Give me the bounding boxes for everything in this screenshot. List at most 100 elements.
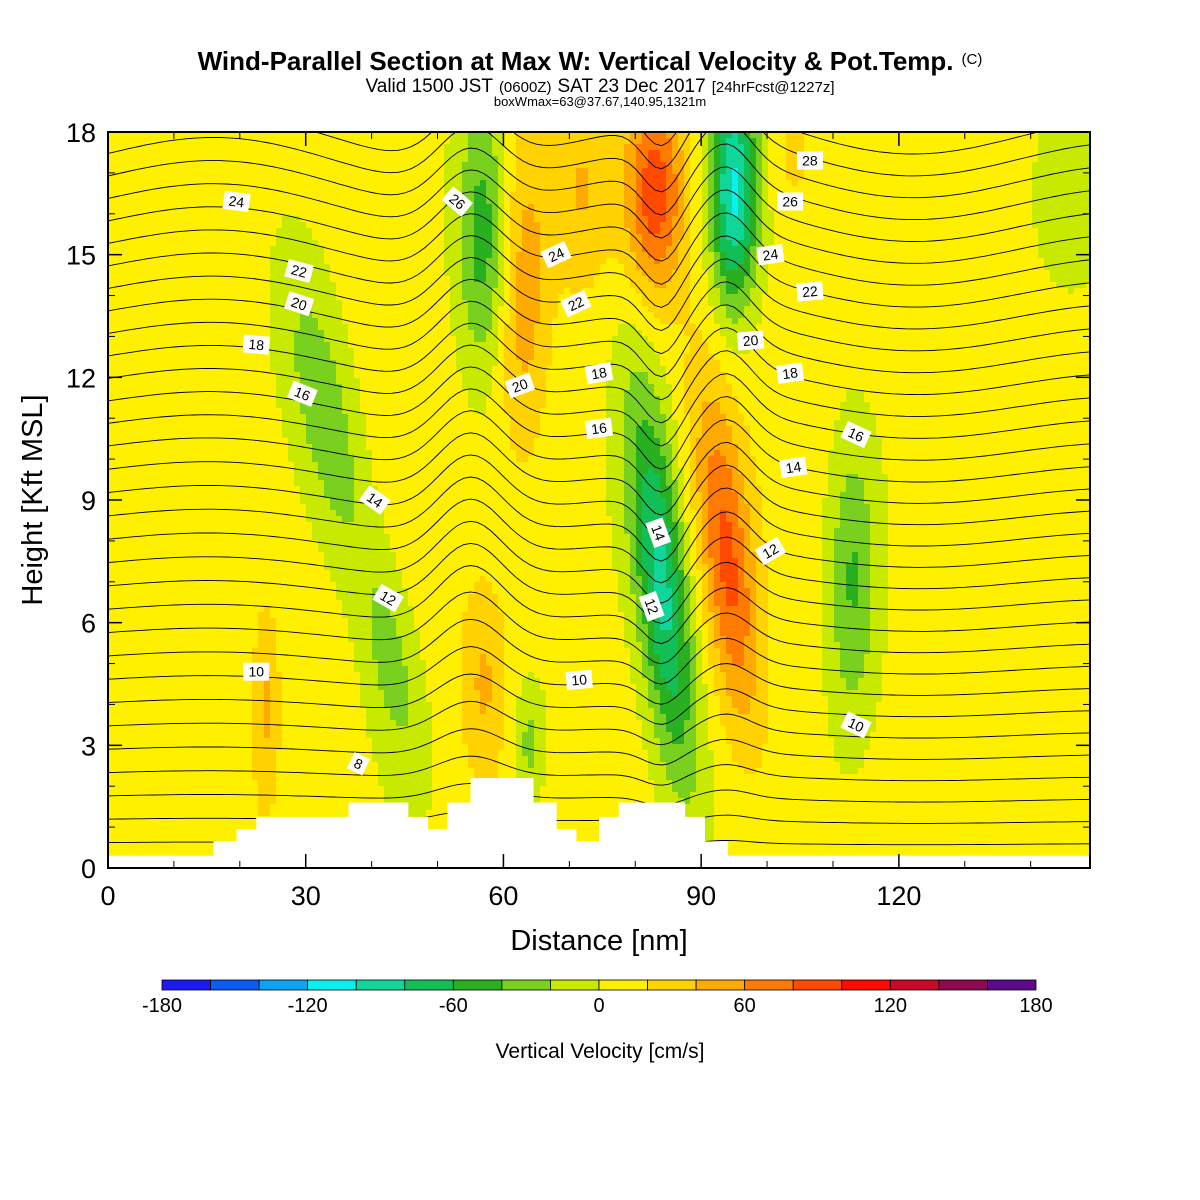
theta-label-text: 18 [781, 364, 799, 382]
theta-label: 28 [796, 151, 823, 170]
valid-time: Valid 1500 JST (0600Z) SAT 23 Dec 2017 [24h… [365, 76, 834, 97]
colorbar-swatch [695, 979, 746, 991]
theta-contour [314, 132, 1090, 177]
colorbar-swatch [889, 979, 940, 991]
colorbar-title: Vertical Velocity [cm/s] [496, 1040, 705, 1063]
theta-contour [108, 520, 1090, 604]
y-tick-label: 3 [81, 731, 96, 761]
theta-label-bg [775, 362, 805, 384]
y-tick-label: 6 [81, 609, 96, 639]
colorbar-tick-label: 120 [874, 995, 907, 1017]
terrain-step [236, 829, 257, 868]
theta-contour [108, 728, 1090, 766]
theta-label-text: 14 [785, 458, 803, 476]
theta-contour [108, 646, 1090, 705]
theta-label: 20 [283, 291, 315, 317]
x-tick-label: 0 [100, 881, 115, 911]
theta-label-bg [840, 420, 872, 449]
theta-label-text: 22 [290, 261, 309, 281]
theta-label-bg [540, 241, 572, 269]
theta-label-bg [736, 330, 765, 351]
theta-label-bg [779, 456, 808, 479]
theta-label: 14 [645, 517, 672, 548]
terrain-step [575, 841, 600, 868]
theta-label-text: 12 [760, 540, 782, 562]
theta-contour [108, 256, 1090, 331]
theta-label-text: 18 [248, 336, 265, 353]
theta-label: 24 [222, 190, 251, 213]
terrain-step [407, 816, 429, 868]
theta-label-text: 24 [228, 192, 246, 210]
colorbar-swatch [355, 979, 406, 991]
theta-label: 18 [584, 362, 614, 385]
y-tick-label: 9 [81, 486, 96, 516]
theta-contour [108, 300, 1090, 378]
theta-label-text: 10 [249, 664, 265, 680]
theta-label: 24 [540, 241, 572, 269]
theta-label-bg [243, 662, 270, 681]
colorbar-swatch [792, 979, 843, 991]
theta-label-text: 16 [846, 424, 867, 445]
colorbar-swatch [598, 979, 648, 991]
theta-label-bg [242, 334, 271, 355]
theta-label-text: 14 [648, 523, 668, 543]
theta-label-text: 10 [571, 671, 588, 688]
theta-label-text: 16 [292, 383, 313, 404]
y-tick-label: 12 [66, 363, 96, 393]
theta-label-bg [284, 258, 314, 284]
terrain-step [684, 816, 705, 868]
colorbar-swatch [647, 979, 697, 991]
theta-label-text: 18 [590, 364, 608, 382]
theta-label-text: 24 [762, 246, 780, 264]
theta-label: 12 [754, 536, 787, 566]
chart-title: Wind-Parallel Section at Max W: Vertical… [198, 46, 983, 76]
colorbar-swatch [161, 979, 211, 991]
colorbar-swatch [307, 979, 357, 991]
theta-label-bg [283, 291, 315, 317]
theta-label-bg [796, 281, 824, 302]
colorbar: -180 -120 -60 0 60 120 180 [142, 979, 1053, 1017]
plot-area [108, 132, 1090, 868]
colorbar-tick-label: 60 [734, 995, 756, 1017]
theta-label-bg [645, 517, 672, 548]
theta-label-bg [359, 485, 391, 515]
colorbar-tick-label: -180 [142, 995, 182, 1017]
theta-label: 26 [441, 186, 474, 217]
theta-label-bg [584, 362, 614, 385]
theta-label: 18 [775, 362, 805, 384]
theta-contour [108, 476, 1090, 562]
theta-label: 16 [840, 420, 872, 449]
terrain-step [618, 802, 686, 868]
theta-label-bg [286, 380, 318, 407]
colorbar-swatch [501, 979, 551, 991]
y-tick-label: 15 [66, 241, 96, 271]
theta-contour [642, 132, 1041, 155]
theta-label-text: 20 [289, 294, 309, 314]
theta-contour [108, 366, 1090, 447]
theta-label-bg [565, 669, 593, 690]
theta-label-bg [222, 190, 251, 213]
theta-label-text: 12 [377, 587, 399, 609]
colorbar-tick-label: 0 [593, 995, 604, 1017]
y-axis-label: Height [Kft MSL] [17, 394, 49, 605]
colorbar-swatch [938, 979, 988, 991]
theta-label-text: 10 [846, 714, 867, 735]
theta-contour [108, 591, 1090, 665]
theta-contour [108, 618, 1090, 685]
theta-label: 10 [243, 662, 270, 681]
theta-label: 12 [638, 591, 665, 622]
terrain-step [470, 778, 534, 868]
theta-label-text: 20 [510, 375, 530, 395]
theta-label-text: 12 [642, 596, 662, 616]
terrain-step [704, 841, 729, 868]
terrain-step [447, 802, 471, 868]
colorbar-swatch [550, 979, 600, 991]
theta-contour [108, 410, 1090, 493]
theta-label: 26 [777, 192, 804, 211]
x-tick-label: 30 [291, 881, 321, 911]
terrain-step [727, 855, 1090, 868]
vertical-velocity-field [108, 132, 1090, 868]
theta-contour [108, 782, 1090, 806]
theta-contour [108, 143, 1090, 221]
